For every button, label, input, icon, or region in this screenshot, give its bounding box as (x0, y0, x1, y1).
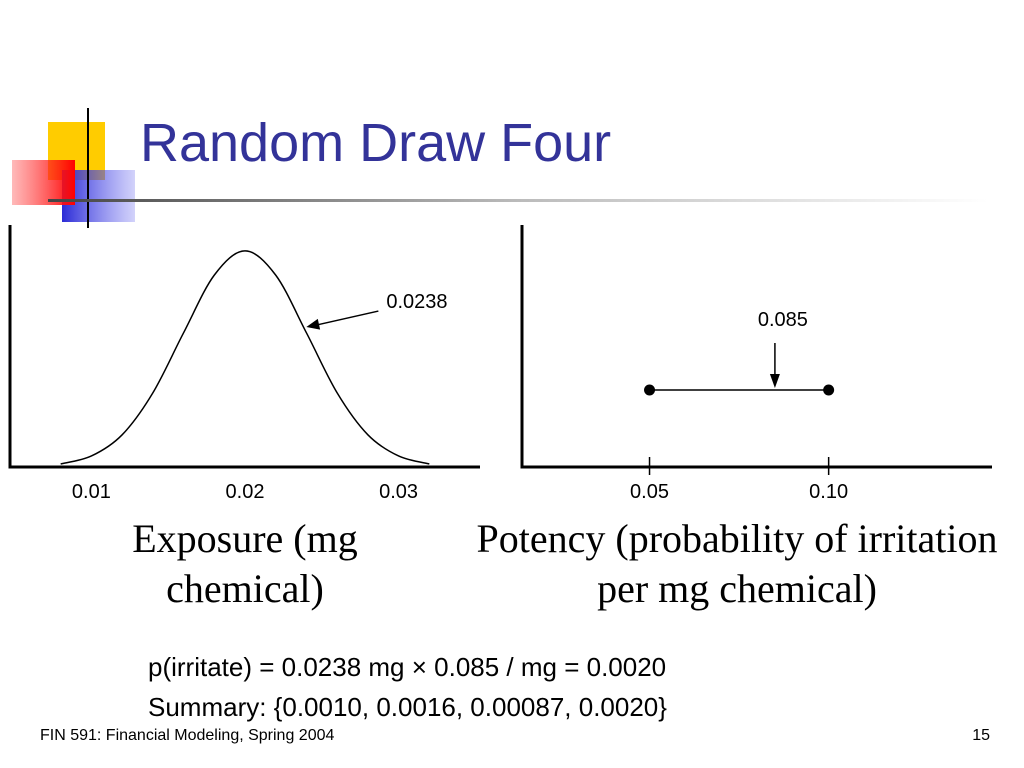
range-endpoint (823, 384, 835, 396)
footer: FIN 591: Financial Modeling, Spring 2004 (40, 727, 335, 744)
curve (60, 250, 430, 465)
x-tick-label: 0.01 (72, 481, 111, 503)
x-tick-label: 0.03 (379, 481, 418, 503)
arrow-head (306, 318, 321, 330)
annotation-label: 0.0238 (386, 291, 447, 313)
logo-red (12, 160, 75, 205)
slide-title: Random Draw Four (140, 113, 612, 173)
title-rule (48, 199, 988, 202)
range-endpoint (644, 384, 656, 396)
x-tick-label: 0.02 (226, 481, 265, 503)
logo (12, 108, 135, 228)
x-tick-label: 0.05 (630, 481, 669, 503)
x-tick-label: 0.10 (809, 481, 848, 503)
annotation-arrow (316, 310, 379, 326)
annotation-label: 0.085 (758, 309, 808, 331)
body-text: p(irritate) = 0.0238 mg × 0.085 / mg = 0… (148, 652, 667, 682)
page-number: 15 (972, 727, 990, 744)
x-axis-label: Potency (probability of irritation per m… (476, 516, 998, 611)
x-axis-label: Exposure (mg chemical) (132, 516, 358, 611)
body-text: Summary: {0.0010, 0.0016, 0.00087, 0.002… (148, 692, 667, 722)
arrow-head (769, 374, 780, 388)
